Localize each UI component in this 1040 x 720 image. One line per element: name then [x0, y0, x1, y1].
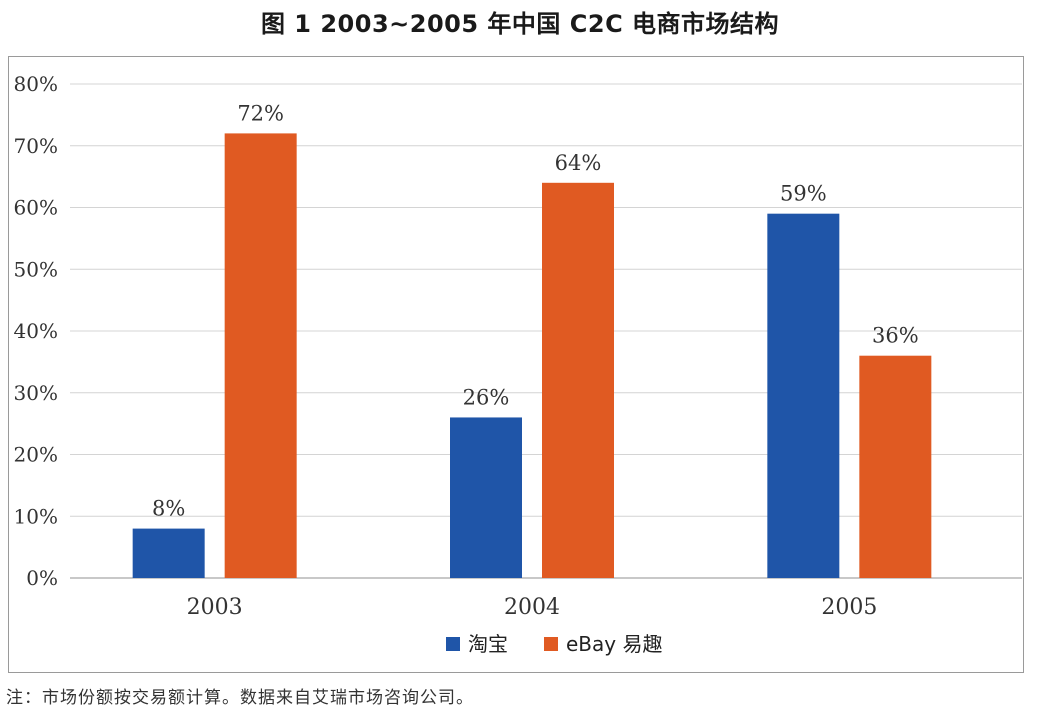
bar-taobao-2003: [132, 528, 205, 578]
data-label: 59%: [780, 182, 827, 206]
bar-ebay-2003: [224, 133, 297, 578]
bar-taobao-2004: [450, 417, 522, 578]
legend-swatch-ebay: [544, 637, 558, 651]
y-tick-label: 70%: [14, 134, 58, 158]
data-label: 36%: [872, 324, 919, 348]
x-tick-label: 2004: [504, 595, 560, 620]
legend-label-taobao: 淘宝: [468, 632, 508, 656]
y-tick-label: 50%: [14, 257, 58, 281]
y-tick-label: 20%: [14, 443, 58, 467]
y-tick-label: 60%: [14, 196, 58, 220]
data-label: 72%: [237, 101, 284, 125]
data-label: 64%: [555, 151, 602, 175]
y-tick-label: 10%: [14, 504, 58, 528]
y-tick-label: 30%: [14, 381, 58, 405]
data-label: 26%: [463, 385, 510, 409]
x-axis-category-labels: 2003 2004 2005: [187, 595, 878, 620]
legend: 淘宝 eBay 易趣: [446, 632, 662, 656]
x-tick-label: 2003: [187, 595, 243, 620]
y-tick-label: 0%: [26, 566, 58, 590]
footnote: 注：市场份额按交易额计算。数据来自艾瑞市场咨询公司。: [6, 688, 474, 708]
x-tick-label: 2005: [821, 595, 877, 620]
legend-label-ebay: eBay 易趣: [566, 632, 662, 656]
bars: [132, 133, 932, 579]
data-labels: 8% 72% 26% 64% 59% 36%: [152, 101, 919, 520]
y-tick-label: 80%: [14, 72, 58, 96]
bar-ebay-2004: [542, 182, 614, 579]
bar-ebay-2005: [859, 355, 932, 578]
y-tick-label: 40%: [14, 319, 58, 343]
bar-taobao-2005: [767, 213, 840, 579]
y-axis-tick-labels: 0% 10% 20% 30% 40% 50% 60% 70% 80%: [14, 72, 58, 590]
chart-frame: [8, 56, 1024, 673]
data-label: 8%: [152, 497, 185, 521]
chart-title: 图 1 2003~2005 年中国 C2C 电商市场结构: [260, 10, 780, 38]
legend-swatch-taobao: [446, 637, 460, 651]
